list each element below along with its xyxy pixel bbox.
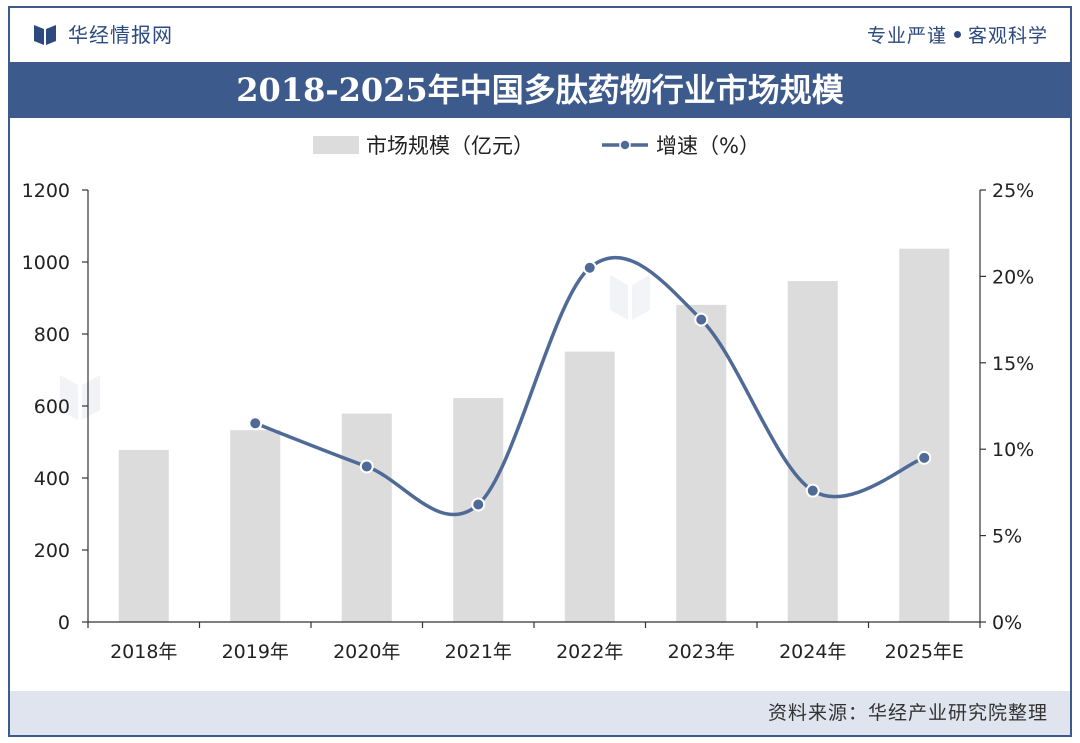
source-note: 资料来源：华经产业研究院整理	[767, 702, 1048, 724]
legend-label-growth-rate: 增速（%）	[656, 134, 760, 158]
brand: 华经情报网	[32, 19, 173, 48]
growth-point-2025年E	[917, 450, 932, 465]
bar-2024年	[787, 281, 838, 622]
growth-point-2020年	[359, 459, 374, 474]
y-tick-label-left: 600	[34, 396, 70, 418]
brand-logo-icon	[34, 24, 56, 45]
chart-title: 2018-2025年中国多肽药物行业市场规模	[236, 71, 844, 109]
y-tick-label-right: 15%	[992, 353, 1034, 375]
x-tick-label: 2022年	[556, 641, 623, 663]
growth-line-layer	[248, 255, 932, 517]
y-tick-label-left: 1200	[22, 180, 70, 202]
growth-point-2024年	[805, 483, 820, 498]
y-tick-label-right: 10%	[992, 439, 1034, 461]
bar-2025年E	[899, 248, 950, 622]
watermark-logo-icon	[82, 375, 100, 420]
slogan-left: 专业严谨	[866, 25, 947, 47]
watermark-logo-icon	[60, 375, 78, 420]
chart-svg: 市场规模（亿元） 增速（%） 0 200 400 600 800 1000 1200 0% 5% 1…	[22, 134, 1035, 663]
x-tick-label: 2024年	[779, 641, 846, 663]
x-tick-label: 2021年	[445, 641, 512, 663]
bar-2022年	[564, 351, 615, 622]
legend: 市场规模（亿元） 增速（%）	[313, 134, 760, 158]
y-tick-label-right: 0%	[992, 612, 1022, 634]
watermark-layer	[60, 275, 650, 420]
axes-layer: 0 200 400 600 800 1000 1200 0% 5% 10% 15% 20% 25% 201…	[22, 180, 1035, 663]
y-tick-label-right: 25%	[992, 180, 1034, 202]
growth-point-2022年	[582, 260, 597, 275]
x-tick-label: 2023年	[668, 641, 735, 663]
x-tick-label: 2020年	[333, 641, 400, 663]
header-bar: 华经情报网 专业严谨 客观科学	[10, 8, 1070, 56]
legend-label-market-size: 市场规模（亿元）	[366, 134, 534, 158]
y-tick-label-right: 20%	[992, 266, 1034, 288]
watermark-logo-icon	[632, 275, 650, 320]
x-tick-label: 2018年	[110, 641, 177, 663]
x-tick-label: 2025年E	[885, 641, 964, 663]
y-tick-label-left: 800	[34, 324, 70, 346]
growth-point-2019年	[248, 416, 263, 431]
legend-swatch-bar	[313, 136, 359, 154]
slogan-dot-icon	[953, 31, 961, 38]
growth-point-2021年	[471, 497, 486, 512]
y-tick-label-left: 1000	[22, 252, 70, 274]
x-tick-label: 2019年	[222, 641, 289, 663]
title-bar: 2018-2025年中国多肽药物行业市场规模	[10, 62, 1070, 118]
slogan-right: 客观科学	[967, 25, 1048, 47]
chart-frame: 华经情报网 专业严谨 客观科学 2018-2025年中国多肽药物行业市场规模 资…	[8, 6, 1072, 737]
source-bar: 资料来源：华经产业研究院整理	[10, 691, 1070, 735]
legend-swatch-marker	[619, 139, 631, 151]
brand-name: 华经情报网	[68, 23, 173, 47]
y-tick-label-left: 400	[34, 468, 70, 490]
y-tick-label-left: 0	[58, 612, 70, 634]
watermark-logo-icon	[610, 275, 628, 320]
bar-2023年	[676, 304, 727, 622]
bar-2019年	[230, 430, 281, 622]
slogan: 专业严谨 客观科学	[867, 21, 1048, 48]
growth-point-2023年	[694, 312, 709, 327]
bar-2018年	[118, 449, 169, 622]
y-tick-label-left: 200	[34, 540, 70, 562]
y-tick-label-right: 5%	[992, 526, 1022, 548]
bar-2020年	[341, 413, 392, 622]
bars-layer	[118, 248, 950, 622]
